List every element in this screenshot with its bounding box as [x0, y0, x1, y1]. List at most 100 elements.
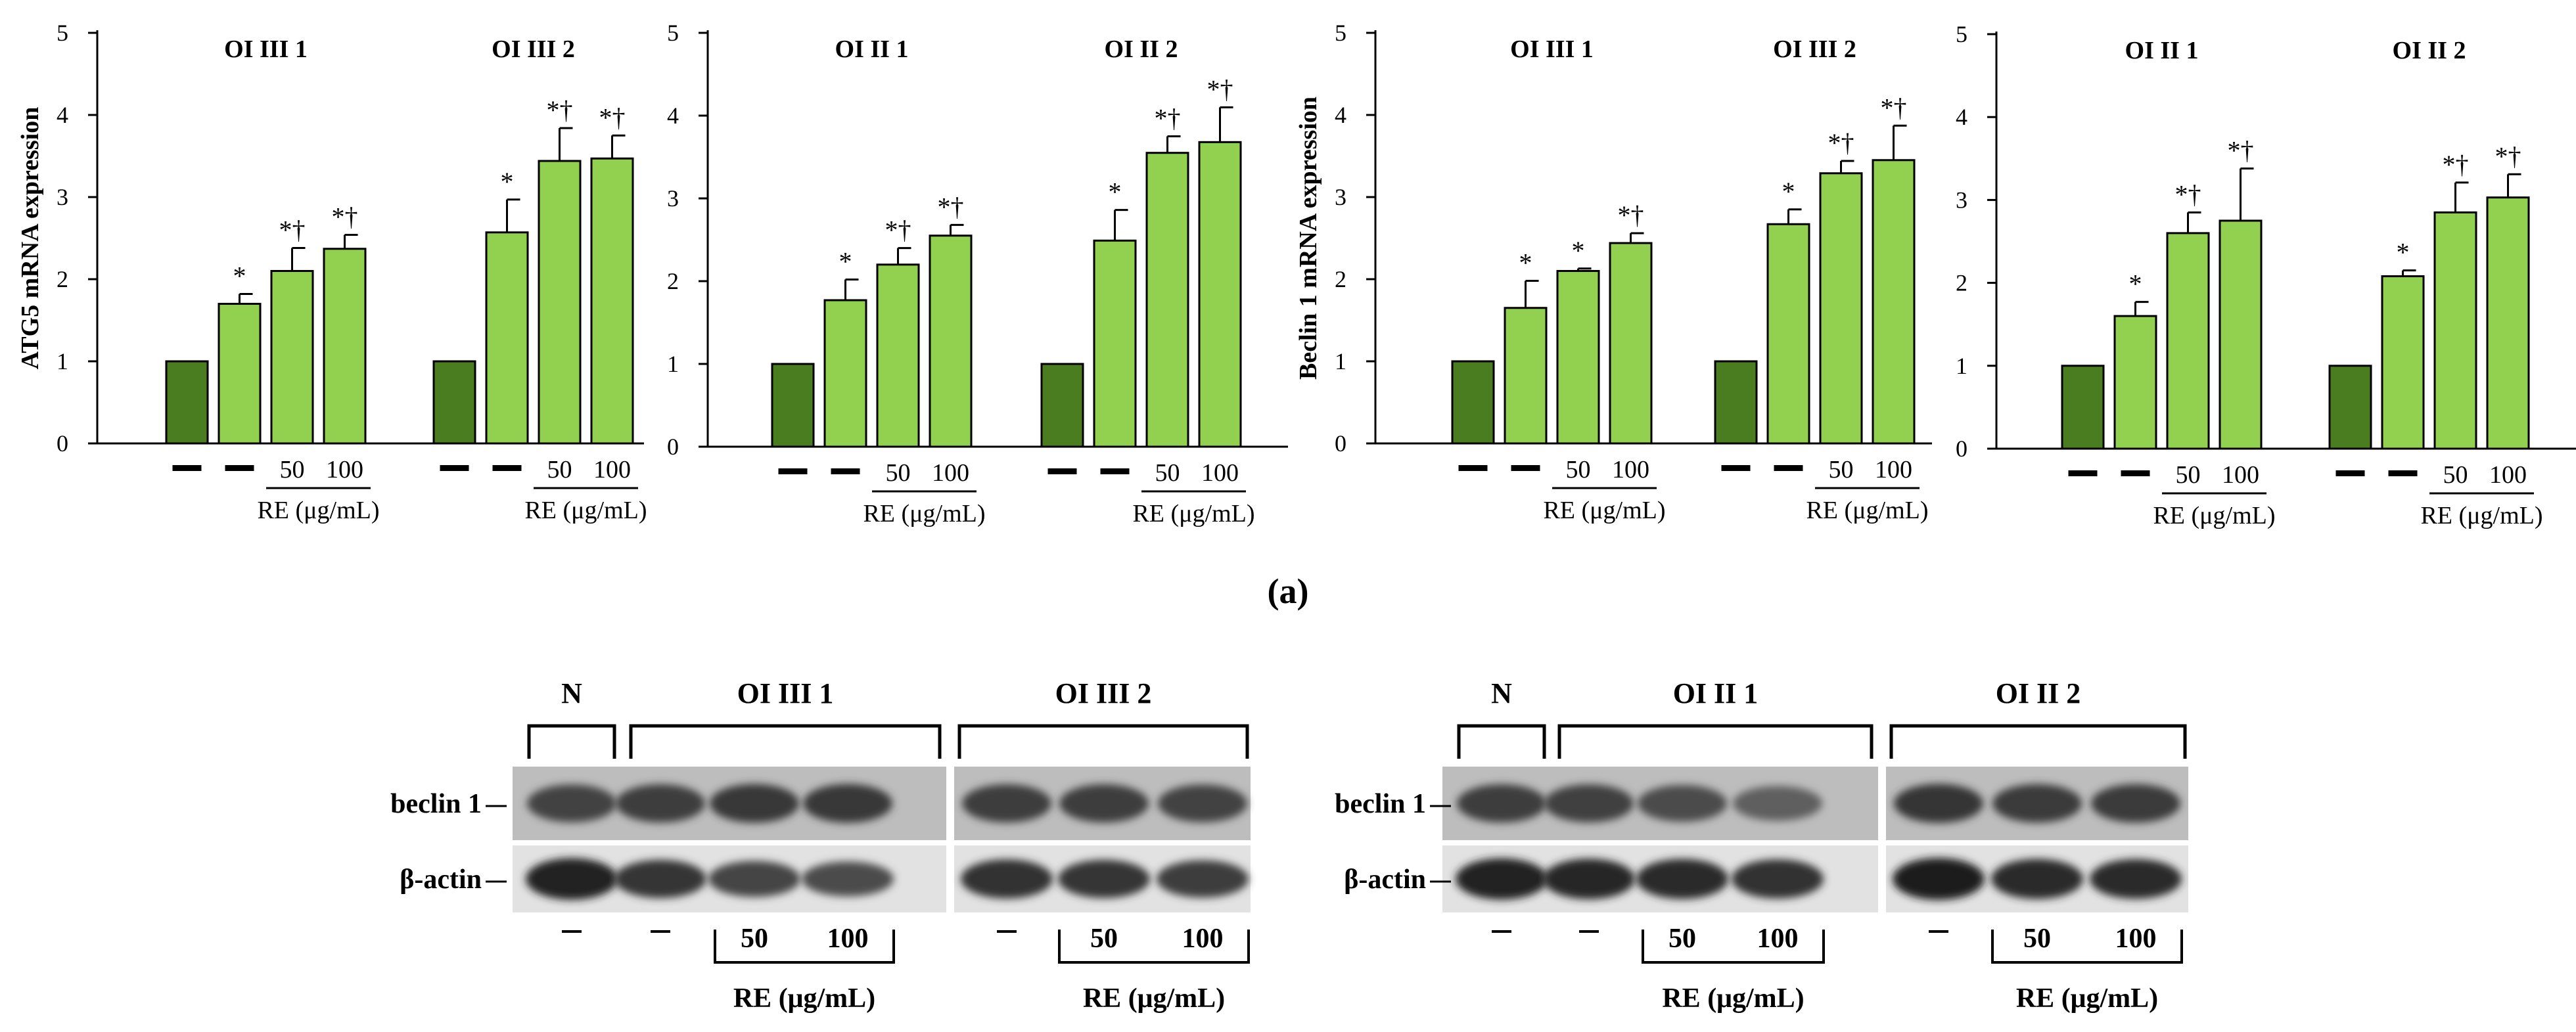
bar — [771, 363, 815, 448]
actin-band — [708, 861, 800, 897]
group-title: OI II 1 — [2125, 37, 2199, 64]
beclin-band — [616, 784, 705, 823]
bar — [2381, 275, 2425, 450]
category-dash — [1721, 465, 1751, 471]
bar — [2061, 365, 2105, 450]
significance-mark: *† — [1155, 104, 1181, 133]
treatment-label: RE (μg/mL) — [1083, 983, 1225, 1014]
category-label: 100 — [932, 459, 969, 487]
actin-band — [1456, 858, 1548, 900]
bar — [2166, 232, 2210, 450]
bar — [1093, 239, 1137, 448]
treatment-label: RE (μg/mL) — [1543, 497, 1665, 524]
bar — [929, 235, 973, 448]
group-title: OI II 2 — [2393, 37, 2466, 64]
bar — [1556, 270, 1600, 445]
significance-mark: *† — [2495, 141, 2521, 171]
y-tick-label: 2 — [57, 266, 68, 292]
category-label: 100 — [1201, 459, 1239, 487]
actin-band — [802, 861, 894, 897]
treatment-label: RE (μg/mL) — [733, 983, 875, 1014]
y-tick-label: 3 — [1335, 184, 1346, 210]
lane-group-header: OI II 1 — [1673, 677, 1759, 709]
significance-mark: * — [1572, 236, 1585, 265]
bar — [1819, 172, 1863, 445]
lane-group-header: OI III 2 — [1055, 677, 1152, 709]
bar — [1714, 360, 1758, 445]
bar — [1504, 307, 1548, 445]
y-tick-label: 4 — [1335, 102, 1346, 128]
bar — [538, 160, 582, 445]
beclin-band — [1544, 784, 1634, 822]
treatment-label: RE (μg/mL) — [257, 497, 379, 524]
beclin-band — [803, 784, 892, 823]
group-title: OI III 2 — [1773, 35, 1856, 63]
category-label: 50 — [1829, 456, 1854, 483]
treatment-label: RE (μg/mL) — [2153, 502, 2275, 529]
treatment-label: RE (μg/mL) — [863, 500, 985, 527]
bar — [876, 263, 920, 448]
y-tick-label: 4 — [667, 102, 679, 129]
significance-mark: *† — [2175, 179, 2201, 209]
category-label: 50 — [2176, 461, 2201, 489]
bar — [323, 248, 367, 445]
bar — [165, 360, 209, 445]
significance-mark: *† — [2228, 135, 2254, 165]
bar — [2219, 219, 2263, 450]
significance-mark: * — [2397, 238, 2410, 267]
category-label: 100 — [326, 456, 363, 483]
significance-mark: *† — [1828, 128, 1854, 158]
actin-band — [1543, 859, 1635, 899]
category-dash — [2388, 470, 2418, 476]
category-dash — [2121, 470, 2150, 476]
beclin-band — [1992, 784, 2082, 823]
lane-group-header: N — [1491, 677, 1512, 709]
y-tick-label: 2 — [1956, 270, 1967, 296]
lane-label: 50 — [2023, 924, 2051, 954]
y-tick-label: 1 — [1956, 353, 1967, 379]
category-label: 50 — [1566, 456, 1591, 483]
treatment-bracket — [1642, 930, 1825, 964]
significance-mark: *† — [1207, 74, 1233, 104]
actin-band — [1636, 859, 1728, 899]
lane-label: 100 — [1182, 924, 1224, 954]
significance-mark: *† — [938, 192, 964, 221]
beclin-band — [962, 784, 1051, 823]
category-dash — [2068, 470, 2098, 476]
bar-group-1: OI II 1 * *† 50 *† 100 RE (μg/mL) — [2061, 37, 2276, 529]
bar — [270, 270, 314, 445]
category-dash — [1511, 465, 1540, 471]
treatment-label: RE (μg/mL) — [2016, 983, 2158, 1014]
beclin-band — [1457, 784, 1546, 823]
category-label: 100 — [2222, 461, 2259, 489]
treatment-label: RE (μg/mL) — [524, 497, 647, 524]
lane-group-bracket — [1889, 724, 2187, 759]
significance-mark: *† — [885, 215, 911, 245]
category-label: 50 — [547, 456, 572, 483]
category-dash — [1774, 465, 1803, 471]
lane-group-bracket — [527, 724, 616, 759]
blot-row-label: β-actin — [1344, 864, 1426, 895]
significance-mark: * — [501, 167, 514, 196]
y-tick-label: 0 — [1956, 436, 1967, 462]
bar — [2113, 315, 2157, 450]
bar — [1872, 159, 1916, 445]
bar-group-2: OI III 2 * *† 50 *† 100 RE (μg/mL) — [1714, 35, 1929, 524]
lane-label: 50 — [1090, 924, 1118, 954]
y-tick-label: 0 — [1335, 430, 1346, 457]
significance-mark: * — [1782, 177, 1795, 206]
beclin-band — [1638, 785, 1727, 822]
category-label: 50 — [1155, 459, 1180, 487]
bar — [1766, 223, 1810, 445]
treatment-bracket — [1991, 930, 2183, 964]
beclin-band — [1059, 784, 1149, 823]
significance-mark: * — [2129, 269, 2142, 299]
lane-group-header: OI III 1 — [737, 677, 834, 709]
bar — [1145, 152, 1189, 448]
y-tick-label: 4 — [57, 102, 68, 128]
lane-label: 50 — [1668, 924, 1696, 954]
